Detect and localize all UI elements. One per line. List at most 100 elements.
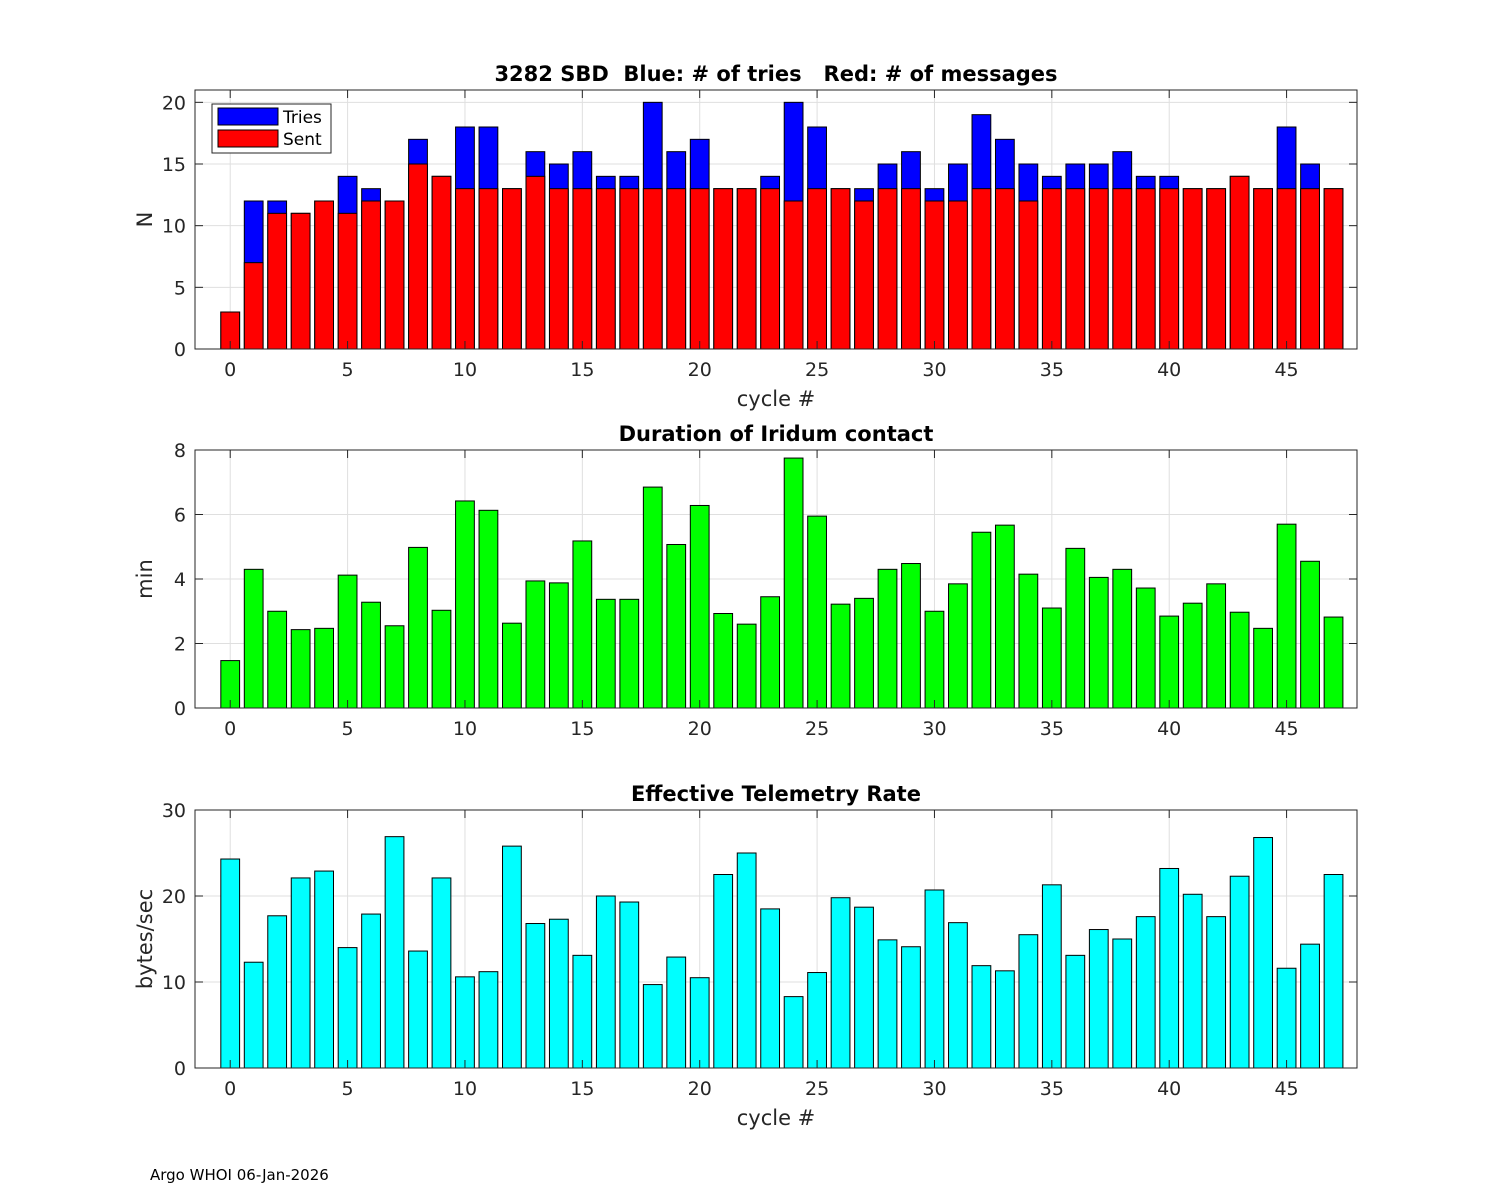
x-tick-label: 20: [688, 359, 712, 381]
bar-cycle-1: [243, 961, 264, 1069]
bar-cycle-41: [1182, 602, 1203, 709]
bar-sent-5: [337, 212, 358, 350]
bar-sent-13: [525, 175, 546, 350]
x-tick-label: 5: [342, 1078, 354, 1100]
x-tick-label: 40: [1157, 1078, 1181, 1100]
y-tick-label: 0: [174, 698, 186, 720]
bar-cycle-19: [666, 956, 687, 1069]
x-tick-label: 45: [1274, 359, 1298, 381]
bar-sent-34: [1018, 200, 1039, 350]
bar-cycle-24: [783, 457, 804, 709]
bar-sent-39: [1135, 188, 1156, 350]
bar-cycle-9: [431, 609, 452, 709]
bar-sent-9: [431, 175, 452, 350]
y-tick-label: 10: [162, 972, 186, 994]
y-tick-label: 30: [162, 800, 186, 822]
bar-sent-8: [408, 163, 428, 350]
bar-cycle-28: [877, 568, 898, 709]
y-tick-label: 6: [174, 505, 186, 527]
chart-title: 3282 SBD Blue: # of tries Red: # of mess…: [494, 62, 1057, 86]
bar-sent-14: [548, 188, 569, 350]
bar-sent-2: [267, 212, 288, 350]
bar-cycle-45: [1276, 523, 1297, 709]
bar-sent-30: [924, 200, 945, 350]
bar-cycle-11: [478, 971, 499, 1069]
x-tick-label: 30: [922, 718, 946, 740]
bar-sent-18: [642, 188, 663, 350]
bar-cycle-47: [1323, 874, 1344, 1069]
y-tick-label: 2: [174, 634, 186, 656]
bar-cycle-23: [760, 908, 781, 1069]
bar-cycle-14: [548, 582, 569, 709]
bar-sent-10: [455, 188, 475, 350]
bar-cycle-3: [290, 877, 311, 1069]
chart-panel-1: 0 5 10 15 20 25 30 35 40 45 0 5 10 15 20 3282 SBD Blue:…: [133, 62, 1358, 411]
bar-sent-38: [1112, 188, 1133, 350]
bar-cycle-37: [1088, 576, 1109, 709]
bar-cycle-12: [502, 622, 522, 709]
x-tick-label: 40: [1157, 359, 1181, 381]
bar-cycle-31: [948, 583, 968, 709]
bar-cycle-2: [267, 610, 288, 709]
legend-label-sent: Sent: [283, 130, 322, 150]
bar-cycle-21: [713, 874, 734, 1069]
bar-sent-19: [666, 188, 687, 350]
bar-cycle-36: [1065, 954, 1086, 1069]
bar-sent-41: [1182, 188, 1203, 350]
bar-sent-46: [1300, 188, 1320, 350]
x-tick-label: 35: [1040, 1078, 1064, 1100]
bar-sent-37: [1088, 188, 1109, 350]
y-tick-label: 15: [162, 154, 186, 176]
bar-sent-33: [994, 188, 1015, 350]
bar-cycle-26: [830, 603, 851, 709]
bar-cycle-7: [384, 625, 405, 709]
x-tick-label: 10: [453, 718, 477, 740]
x-tick-label: 35: [1040, 359, 1064, 381]
legend-swatch-tries: [217, 107, 279, 126]
y-tick-label: 0: [174, 339, 186, 361]
x-tick-label: 15: [570, 1078, 594, 1100]
bar-cycle-10: [455, 976, 475, 1069]
bar-cycle-16: [595, 598, 616, 709]
x-axis-label: cycle #: [737, 387, 816, 411]
bar-cycle-17: [619, 598, 640, 709]
bar-cycle-43: [1229, 875, 1250, 1069]
bar-cycle-21: [713, 613, 734, 709]
x-tick-label: 5: [342, 718, 354, 740]
chart-panel-3: 0 5 10 15 20 25 30 35 40 45 0 10 20 30 Effective Telem…: [133, 782, 1358, 1130]
bar-sent-1: [243, 262, 264, 350]
bar-sent-11: [478, 188, 499, 350]
bar-cycle-6: [361, 601, 381, 709]
bar-cycle-40: [1159, 615, 1180, 709]
x-tick-label: 25: [805, 718, 829, 740]
bar-sent-40: [1159, 188, 1180, 350]
bar-sent-25: [807, 188, 827, 350]
y-axis-label: N: [133, 212, 157, 228]
bar-cycle-43: [1229, 611, 1250, 709]
bar-sent-29: [901, 188, 921, 350]
bar-sent-23: [760, 188, 781, 350]
bar-cycle-27: [854, 906, 874, 1069]
bar-cycle-1: [243, 568, 264, 709]
bar-cycle-24: [783, 996, 804, 1069]
bar-cycle-20: [689, 504, 710, 709]
bar-cycle-40: [1159, 867, 1180, 1069]
bar-cycle-38: [1112, 568, 1133, 709]
bar-cycle-13: [525, 580, 546, 709]
bar-sent-17: [619, 188, 640, 350]
bar-cycle-25: [807, 972, 827, 1069]
y-tick-label: 0: [174, 1058, 186, 1080]
bar-sent-16: [595, 188, 616, 350]
bar-sent-4: [314, 200, 335, 350]
x-tick-label: 30: [922, 1078, 946, 1100]
bar-sent-47: [1323, 188, 1344, 350]
bar-sent-12: [502, 188, 522, 350]
bar-sent-21: [713, 188, 734, 350]
bar-cycle-4: [314, 870, 335, 1069]
bar-cycle-44: [1253, 627, 1273, 709]
bar-sent-26: [830, 188, 851, 350]
bar-cycle-11: [478, 509, 499, 709]
x-tick-label: 20: [688, 718, 712, 740]
bar-cycle-32: [971, 531, 992, 709]
